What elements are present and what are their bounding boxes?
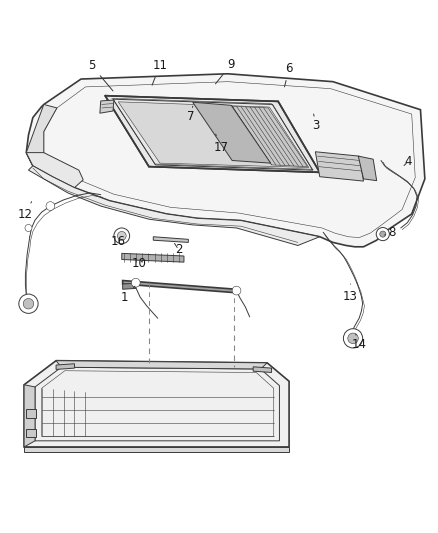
Circle shape <box>131 278 140 287</box>
Polygon shape <box>100 100 114 113</box>
Polygon shape <box>26 429 36 437</box>
Polygon shape <box>24 385 35 447</box>
Text: 14: 14 <box>352 334 367 351</box>
Polygon shape <box>253 367 272 373</box>
Circle shape <box>19 294 38 313</box>
Text: 6: 6 <box>285 62 293 87</box>
Polygon shape <box>123 280 237 293</box>
Circle shape <box>376 228 389 241</box>
Text: 9: 9 <box>215 58 235 84</box>
Text: 5: 5 <box>88 59 113 91</box>
Circle shape <box>114 228 130 244</box>
Polygon shape <box>105 96 320 172</box>
Text: 10: 10 <box>132 257 147 270</box>
Text: 1: 1 <box>121 286 135 304</box>
Polygon shape <box>118 102 309 167</box>
Circle shape <box>343 329 363 348</box>
Polygon shape <box>26 104 57 166</box>
Polygon shape <box>193 102 271 163</box>
Circle shape <box>46 201 55 211</box>
Circle shape <box>23 298 34 309</box>
Polygon shape <box>24 447 289 452</box>
Text: 12: 12 <box>18 201 33 221</box>
Text: 8: 8 <box>385 226 396 239</box>
Polygon shape <box>232 106 307 167</box>
Polygon shape <box>123 283 136 289</box>
Polygon shape <box>358 156 377 181</box>
Circle shape <box>348 333 358 344</box>
Text: 7: 7 <box>187 106 194 123</box>
Circle shape <box>232 286 241 295</box>
Text: 2: 2 <box>174 244 183 256</box>
Circle shape <box>380 231 386 237</box>
Polygon shape <box>153 237 188 243</box>
Text: 11: 11 <box>152 59 167 85</box>
Circle shape <box>25 224 32 231</box>
Polygon shape <box>56 364 74 369</box>
Text: 16: 16 <box>111 235 126 248</box>
Text: 3: 3 <box>313 114 320 132</box>
Polygon shape <box>122 253 184 262</box>
Text: 4: 4 <box>404 155 412 168</box>
Polygon shape <box>28 166 320 246</box>
Polygon shape <box>315 152 364 181</box>
Polygon shape <box>24 361 289 447</box>
Polygon shape <box>56 361 267 369</box>
Circle shape <box>117 231 126 240</box>
Polygon shape <box>26 409 36 418</box>
Polygon shape <box>26 74 425 247</box>
Text: 17: 17 <box>214 134 229 154</box>
Text: 13: 13 <box>343 284 358 303</box>
Polygon shape <box>26 152 83 188</box>
